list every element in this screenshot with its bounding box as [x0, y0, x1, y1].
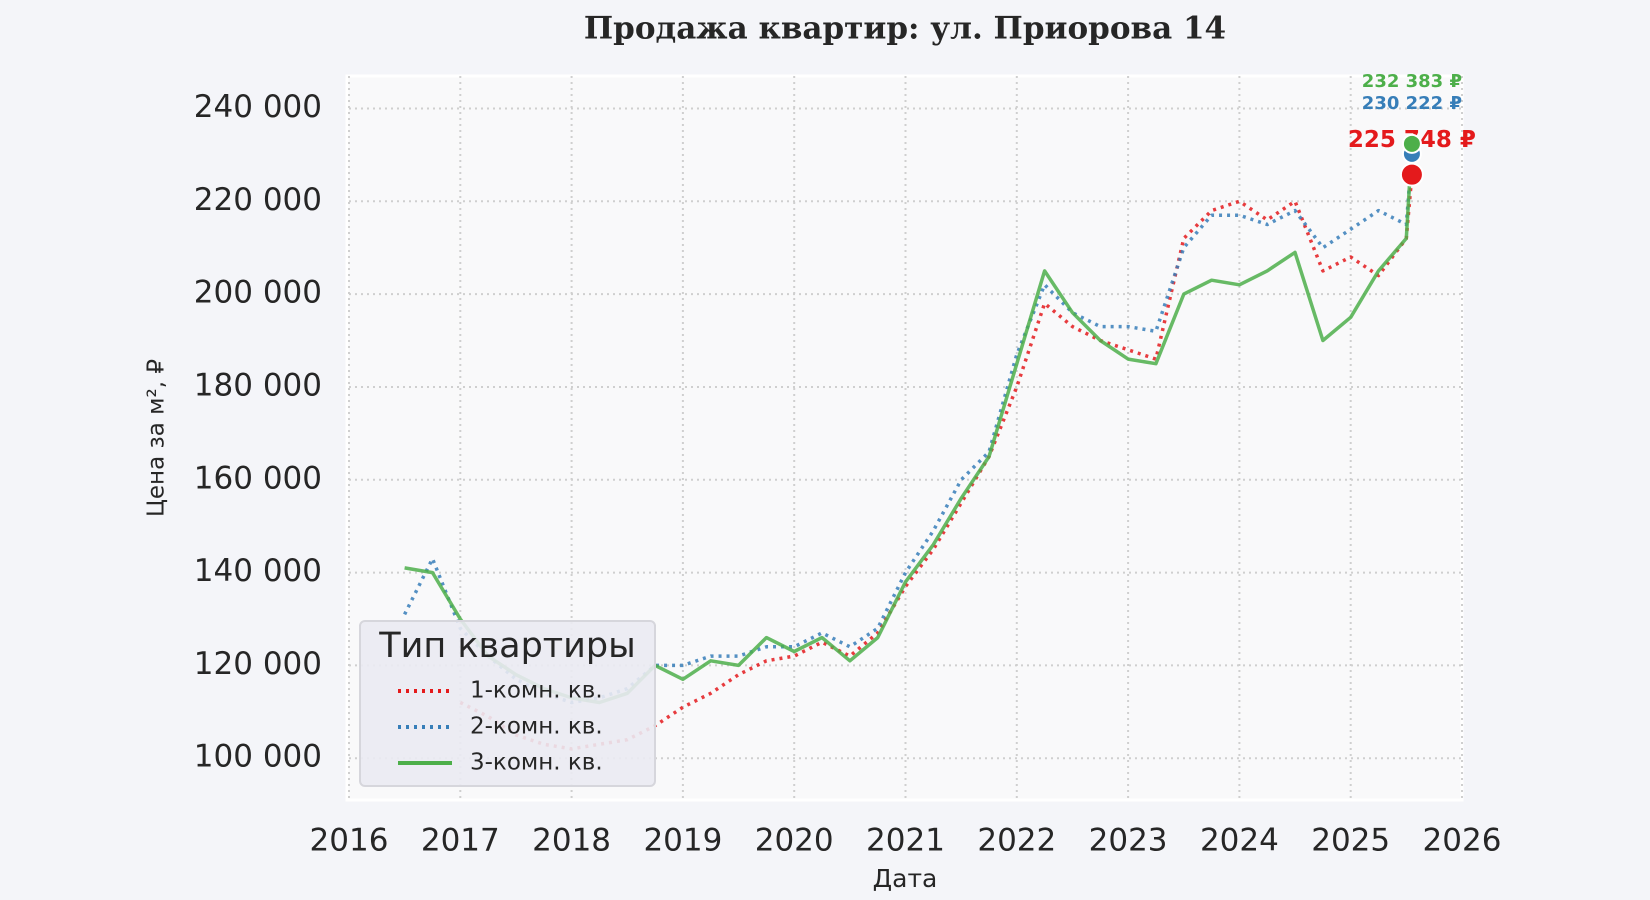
y-tick-label: 120 000 — [194, 646, 322, 682]
y-tick-label: 160 000 — [194, 460, 322, 496]
y-tick-label: 240 000 — [194, 89, 322, 125]
chart-title: Продажа квартир: ул. Приорова 14 — [584, 11, 1226, 47]
x-axis-label: Дата — [873, 864, 938, 893]
x-tick-label: 2023 — [1089, 823, 1168, 859]
value-label: 232 383 ₽ — [1362, 71, 1462, 92]
y-tick-label: 100 000 — [194, 739, 322, 775]
x-tick-label: 2016 — [310, 823, 389, 859]
series-line — [459, 174, 1414, 751]
end-marker — [1399, 162, 1424, 187]
x-tick-label: 2019 — [643, 823, 722, 859]
y-tick-label: 140 000 — [194, 553, 322, 589]
y-tick-label: 200 000 — [194, 275, 322, 311]
legend-label: 3-комн. кв. — [470, 750, 603, 776]
x-tick-label: 2021 — [866, 823, 945, 859]
legend-label: 1-комн. кв. — [470, 678, 603, 704]
x-tick-label: 2025 — [1311, 823, 1390, 859]
end-marker — [1401, 133, 1422, 154]
x-tick-label: 2022 — [977, 823, 1056, 859]
x-tick-label: 2020 — [755, 823, 834, 859]
x-tick-label: 2024 — [1200, 823, 1279, 859]
x-tick-label: 2026 — [1423, 823, 1502, 859]
y-tick-label: 220 000 — [194, 182, 322, 218]
legend-box — [359, 620, 656, 787]
legend-label: 2-комн. кв. — [470, 714, 603, 740]
x-tick-label: 2017 — [421, 823, 500, 859]
x-tick-label: 2018 — [532, 823, 611, 859]
y-tick-label: 180 000 — [194, 367, 322, 403]
y-axis-label: Цена за м², ₽ — [144, 359, 170, 517]
legend-title: Тип квартиры — [378, 626, 636, 666]
value-label: 230 222 ₽ — [1362, 93, 1462, 114]
